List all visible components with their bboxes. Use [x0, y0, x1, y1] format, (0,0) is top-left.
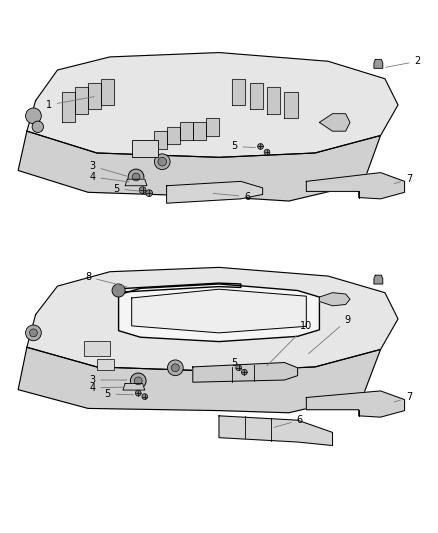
Polygon shape — [62, 92, 75, 123]
Circle shape — [29, 329, 37, 337]
Circle shape — [258, 143, 263, 149]
Polygon shape — [125, 179, 147, 185]
Circle shape — [241, 369, 247, 375]
Text: 5: 5 — [105, 389, 133, 399]
Circle shape — [264, 149, 270, 155]
Polygon shape — [18, 131, 381, 201]
Circle shape — [158, 157, 166, 166]
Text: 6: 6 — [213, 192, 251, 201]
Polygon shape — [132, 289, 306, 333]
Polygon shape — [319, 114, 350, 131]
Circle shape — [167, 360, 183, 376]
Circle shape — [139, 187, 146, 193]
Polygon shape — [166, 127, 180, 144]
Polygon shape — [75, 87, 88, 114]
Polygon shape — [219, 416, 332, 446]
Polygon shape — [267, 87, 280, 114]
Text: 3: 3 — [89, 375, 127, 385]
Polygon shape — [250, 83, 263, 109]
Circle shape — [112, 284, 125, 297]
Text: 6: 6 — [274, 415, 303, 427]
Text: 4: 4 — [89, 383, 124, 393]
Text: 5: 5 — [113, 184, 140, 194]
Circle shape — [154, 154, 170, 169]
Text: 10: 10 — [267, 321, 312, 366]
Text: 7: 7 — [394, 174, 412, 184]
Polygon shape — [18, 348, 381, 413]
Text: 5: 5 — [231, 358, 237, 368]
Polygon shape — [206, 118, 219, 135]
Circle shape — [135, 390, 141, 396]
Polygon shape — [374, 275, 383, 284]
Polygon shape — [123, 384, 145, 390]
Text: 9: 9 — [308, 315, 351, 354]
Text: 3: 3 — [89, 161, 127, 176]
Circle shape — [131, 373, 146, 389]
Polygon shape — [306, 173, 405, 199]
Bar — [132, 140, 158, 157]
Polygon shape — [232, 79, 245, 105]
Circle shape — [236, 365, 241, 370]
Circle shape — [25, 325, 41, 341]
Bar — [84, 341, 110, 356]
Polygon shape — [193, 362, 297, 382]
Polygon shape — [306, 391, 405, 417]
Circle shape — [134, 377, 142, 385]
Polygon shape — [166, 181, 263, 203]
Circle shape — [25, 108, 41, 124]
Text: 7: 7 — [394, 392, 412, 402]
Polygon shape — [27, 53, 398, 157]
Text: 4: 4 — [89, 172, 129, 182]
Polygon shape — [193, 123, 206, 140]
Polygon shape — [27, 268, 398, 372]
Circle shape — [132, 173, 140, 181]
Circle shape — [32, 121, 43, 133]
Circle shape — [171, 364, 179, 372]
Circle shape — [128, 169, 144, 185]
Text: 5: 5 — [231, 141, 255, 151]
Polygon shape — [101, 79, 114, 105]
Text: 2: 2 — [385, 56, 421, 67]
Text: 1: 1 — [46, 96, 94, 110]
Circle shape — [142, 394, 148, 400]
Polygon shape — [374, 60, 383, 68]
Bar — [97, 359, 114, 370]
Polygon shape — [285, 92, 297, 118]
Polygon shape — [153, 131, 166, 149]
Polygon shape — [180, 123, 193, 140]
Polygon shape — [88, 83, 101, 109]
Polygon shape — [319, 293, 350, 306]
Circle shape — [146, 190, 152, 197]
Text: 8: 8 — [85, 272, 127, 287]
Polygon shape — [119, 284, 319, 342]
